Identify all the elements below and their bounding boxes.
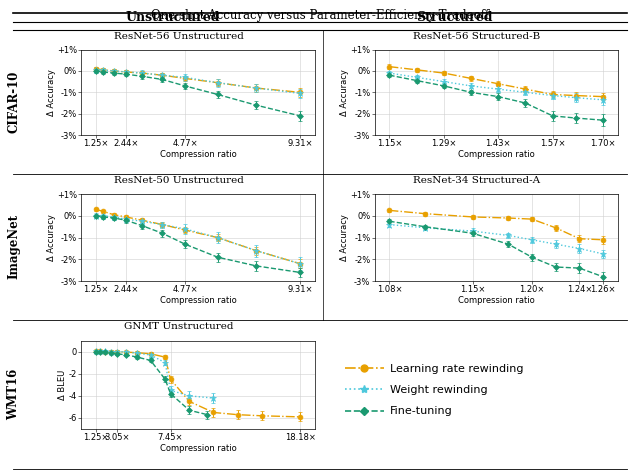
Text: ResNet-50 Unstructured: ResNet-50 Unstructured xyxy=(115,176,244,185)
Y-axis label: Δ Accuracy: Δ Accuracy xyxy=(340,214,349,261)
Text: ImageNet: ImageNet xyxy=(8,214,20,279)
X-axis label: Compression ratio: Compression ratio xyxy=(159,296,236,305)
Legend: Learning rate rewinding, Weight rewinding, Fine-tuning: Learning rate rewinding, Weight rewindin… xyxy=(345,364,524,416)
Text: GNMT Unstructured: GNMT Unstructured xyxy=(124,322,234,331)
X-axis label: Compression ratio: Compression ratio xyxy=(159,444,236,453)
Text: CIFAR-10: CIFAR-10 xyxy=(8,70,20,133)
Text: ResNet-56 Structured-B: ResNet-56 Structured-B xyxy=(413,32,540,41)
Y-axis label: Δ Accuracy: Δ Accuracy xyxy=(47,214,56,261)
Text: WMT16: WMT16 xyxy=(8,368,20,420)
Text: One-shot Accuracy versus Parameter-Efficiency Tradeoff: One-shot Accuracy versus Parameter-Effic… xyxy=(151,9,489,21)
Text: ResNet-34 Structured-A: ResNet-34 Structured-A xyxy=(413,176,540,185)
X-axis label: Compression ratio: Compression ratio xyxy=(159,150,236,159)
Text: ResNet-56 Unstructured: ResNet-56 Unstructured xyxy=(115,32,244,41)
X-axis label: Compression ratio: Compression ratio xyxy=(458,296,535,305)
Text: Unstructured: Unstructured xyxy=(125,11,220,24)
Y-axis label: Δ Accuracy: Δ Accuracy xyxy=(340,69,349,116)
Y-axis label: Δ Accuracy: Δ Accuracy xyxy=(47,69,56,116)
Text: Structured: Structured xyxy=(416,11,493,24)
X-axis label: Compression ratio: Compression ratio xyxy=(458,150,535,159)
Y-axis label: Δ BLEU: Δ BLEU xyxy=(58,370,67,400)
